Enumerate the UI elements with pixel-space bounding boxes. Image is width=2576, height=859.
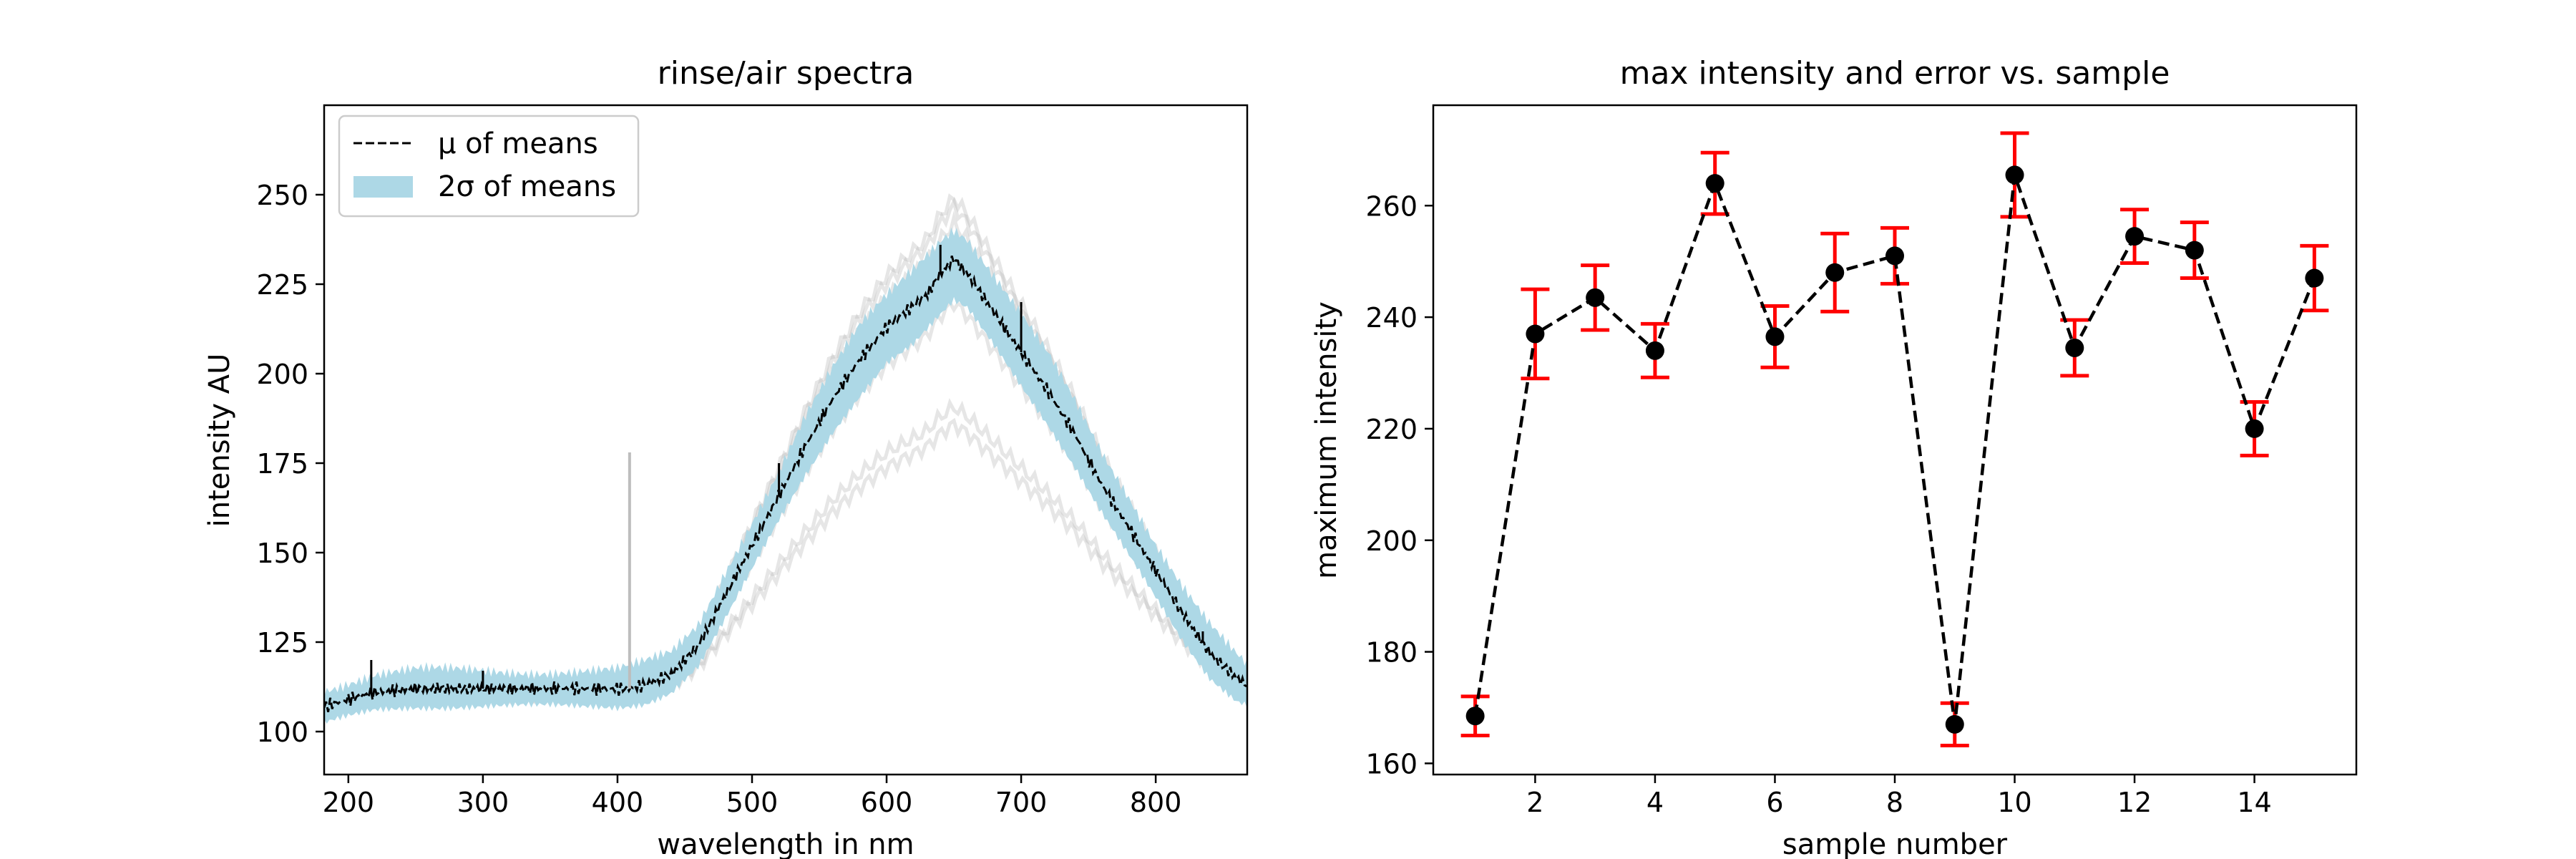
x-tick-label: 200	[323, 787, 375, 818]
spectra-xlabel: wavelength in nm	[657, 828, 914, 859]
data-point	[2005, 165, 2024, 185]
data-point	[1465, 707, 1485, 726]
y-tick-label: 200	[256, 359, 308, 390]
y-tick-label: 250	[256, 180, 308, 211]
x-tick-label: 800	[1130, 787, 1182, 818]
spectra-panel: rinse/air spectra 200 300 400 500 600 700 800 …	[203, 55, 1249, 859]
data-point	[2065, 338, 2084, 357]
y-tick-label: 160	[1365, 748, 1418, 780]
y-tick-label: 150	[256, 538, 308, 569]
spectra-title: rinse/air spectra	[658, 55, 914, 92]
y-tick-label: 180	[1365, 637, 1418, 669]
data-point	[2125, 227, 2145, 246]
y-tick-label: 200	[1365, 525, 1418, 557]
max-intensity-points	[1465, 165, 2324, 734]
x-tick-label: 700	[995, 787, 1048, 818]
x-tick-label: 12	[2117, 787, 2152, 818]
spectra-ylabel: intensity AU	[203, 354, 236, 528]
error-bars	[1460, 131, 2329, 747]
max-intensity-ylabel: maximum intensity	[1310, 301, 1343, 579]
raw-spectrum-line	[324, 398, 1246, 717]
legend-band-label: 2σ of means	[438, 170, 616, 203]
x-tick-label: 8	[1886, 787, 1903, 818]
data-point	[1765, 327, 1785, 346]
data-point	[1945, 714, 1964, 734]
x-tick-label: 2	[1526, 787, 1543, 818]
x-tick-label: 14	[2237, 787, 2271, 818]
spectra-y-ticks: 100 125 150 175 200 225 250	[256, 180, 324, 748]
max-intensity-title: max intensity and error vs. sample	[1620, 55, 2170, 92]
legend-band-swatch	[353, 176, 413, 198]
data-point	[1705, 174, 1724, 193]
data-point	[2185, 241, 2204, 260]
max-intensity-line	[1473, 174, 2316, 725]
max-intensity-y-ticks: 160 180 200 220 240 260	[1365, 190, 1433, 780]
x-tick-label: 6	[1766, 787, 1783, 818]
spectra-axes-frame	[323, 104, 1249, 776]
y-tick-label: 175	[256, 448, 308, 480]
x-tick-label: 600	[861, 787, 913, 818]
data-point	[1645, 341, 1664, 360]
mean-line	[324, 255, 1247, 712]
max-intensity-panel: max intensity and error vs. sample 2 4 6 8 1…	[1310, 55, 2358, 859]
max-intensity-axes-frame	[1432, 104, 2358, 776]
spectra-legend: µ of means 2σ of means	[338, 115, 640, 218]
data-point	[2245, 419, 2264, 438]
x-tick-label: 400	[592, 787, 644, 818]
y-tick-label: 260	[1365, 190, 1418, 222]
x-tick-label: 300	[457, 787, 509, 818]
data-point	[1825, 263, 1845, 282]
y-tick-label: 125	[256, 627, 308, 659]
x-tick-label: 500	[726, 787, 779, 818]
mean-line-spikes	[370, 245, 1204, 694]
y-tick-label: 220	[1365, 414, 1418, 445]
x-tick-label: 4	[1646, 787, 1664, 818]
legend-mean-label: µ of means	[438, 127, 598, 160]
spectra-plot-area	[324, 193, 1247, 724]
legend-box	[338, 115, 640, 218]
x-tick-label: 10	[1997, 787, 2031, 818]
data-point	[1586, 288, 1605, 307]
data-point	[1526, 324, 1545, 344]
data-point	[1885, 246, 1904, 266]
max-intensity-x-ticks: 2 4 6 8 10 12 14	[1526, 775, 2272, 818]
sigma-band	[324, 227, 1247, 724]
max-intensity-plot-area	[1460, 131, 2329, 747]
y-tick-label: 225	[256, 269, 308, 301]
spectra-x-ticks: 200 300 400 500 600 700 800	[323, 775, 1182, 818]
raw-spectrum-line	[324, 193, 1246, 718]
y-tick-label: 240	[1365, 302, 1418, 334]
max-intensity-xlabel: sample number	[1782, 828, 2008, 859]
data-point	[2305, 268, 2324, 288]
y-tick-label: 100	[256, 717, 308, 748]
